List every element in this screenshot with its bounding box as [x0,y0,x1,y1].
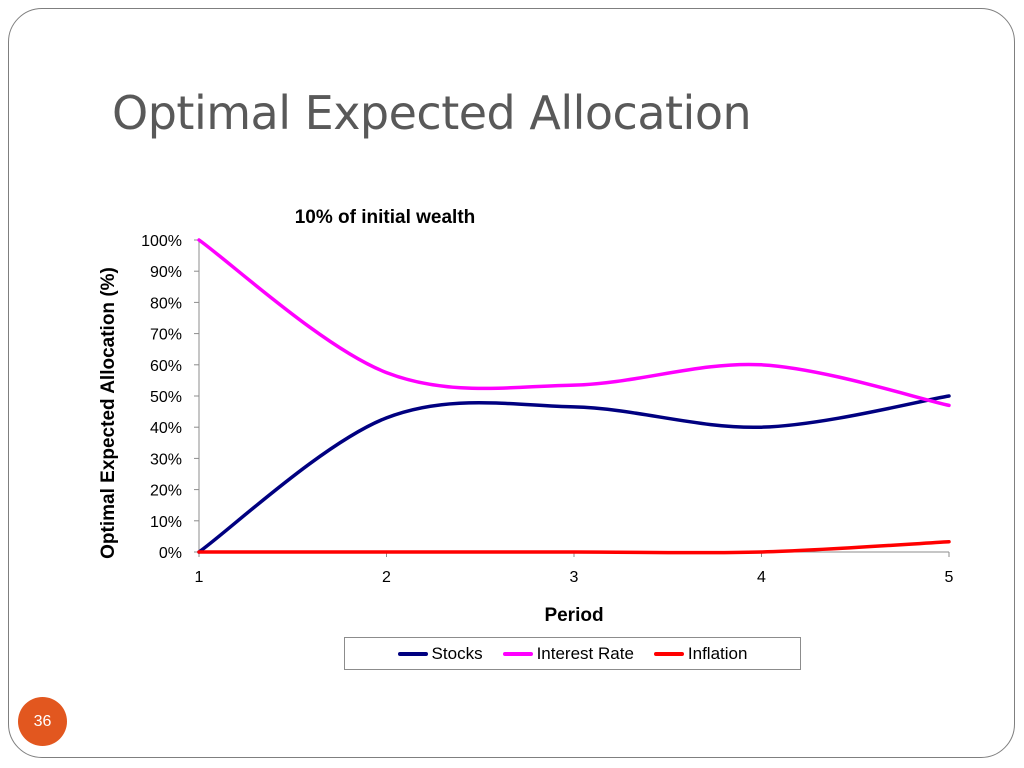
x-tick-label: 5 [945,569,954,586]
legend-swatch [502,651,533,656]
y-axis-label: Optimal Expected Allocation (%) [98,267,119,559]
y-tick-label: 100% [141,233,182,250]
chart-title: 10% of initial wealth [295,207,476,228]
slide-frame [8,8,1015,758]
y-tick-label: 0% [159,545,182,562]
y-tick-label: 20% [150,483,182,500]
x-tick-label: 3 [570,569,579,586]
x-tick-label: 2 [382,569,391,586]
y-tick-label: 90% [150,264,182,281]
series-line-inflation [197,539,951,555]
y-tick-label: 50% [150,389,182,406]
legend-item-interest-rate: Interest Rate [502,643,634,664]
slide-number: 36 [18,697,67,746]
x-axis-label: Period [544,605,603,626]
x-tick-label: 4 [757,569,766,586]
slide-title: Optimal Expected Allocation [112,86,752,140]
y-tick-label: 40% [150,420,182,437]
y-tick-label: 10% [150,514,182,531]
x-tick-label: 1 [195,569,204,586]
y-tick-label: 80% [150,295,182,312]
legend-label: Interest Rate [536,643,634,663]
y-tick-label: 30% [150,451,182,468]
legend-label: Inflation [687,643,748,663]
y-tick-label: 70% [150,327,182,344]
legend-swatch [653,651,684,656]
legend-swatch [397,651,428,656]
chart-axes: 0% 10% 20% 30% 40% 50% 60% 70% 80% 90% 100% 1 2 3 4 5 [141,233,953,586]
legend-label: Stocks [431,643,483,663]
legend-item-inflation: Inflation [653,643,748,664]
chart-legend: Stocks Interest Rate Inflation [344,637,801,670]
series-line-stocks [197,394,951,554]
series-line-interest-rate [197,238,951,408]
y-tick-label: 60% [150,358,182,375]
legend-item-stocks: Stocks [397,643,483,664]
chart-series [197,238,951,555]
